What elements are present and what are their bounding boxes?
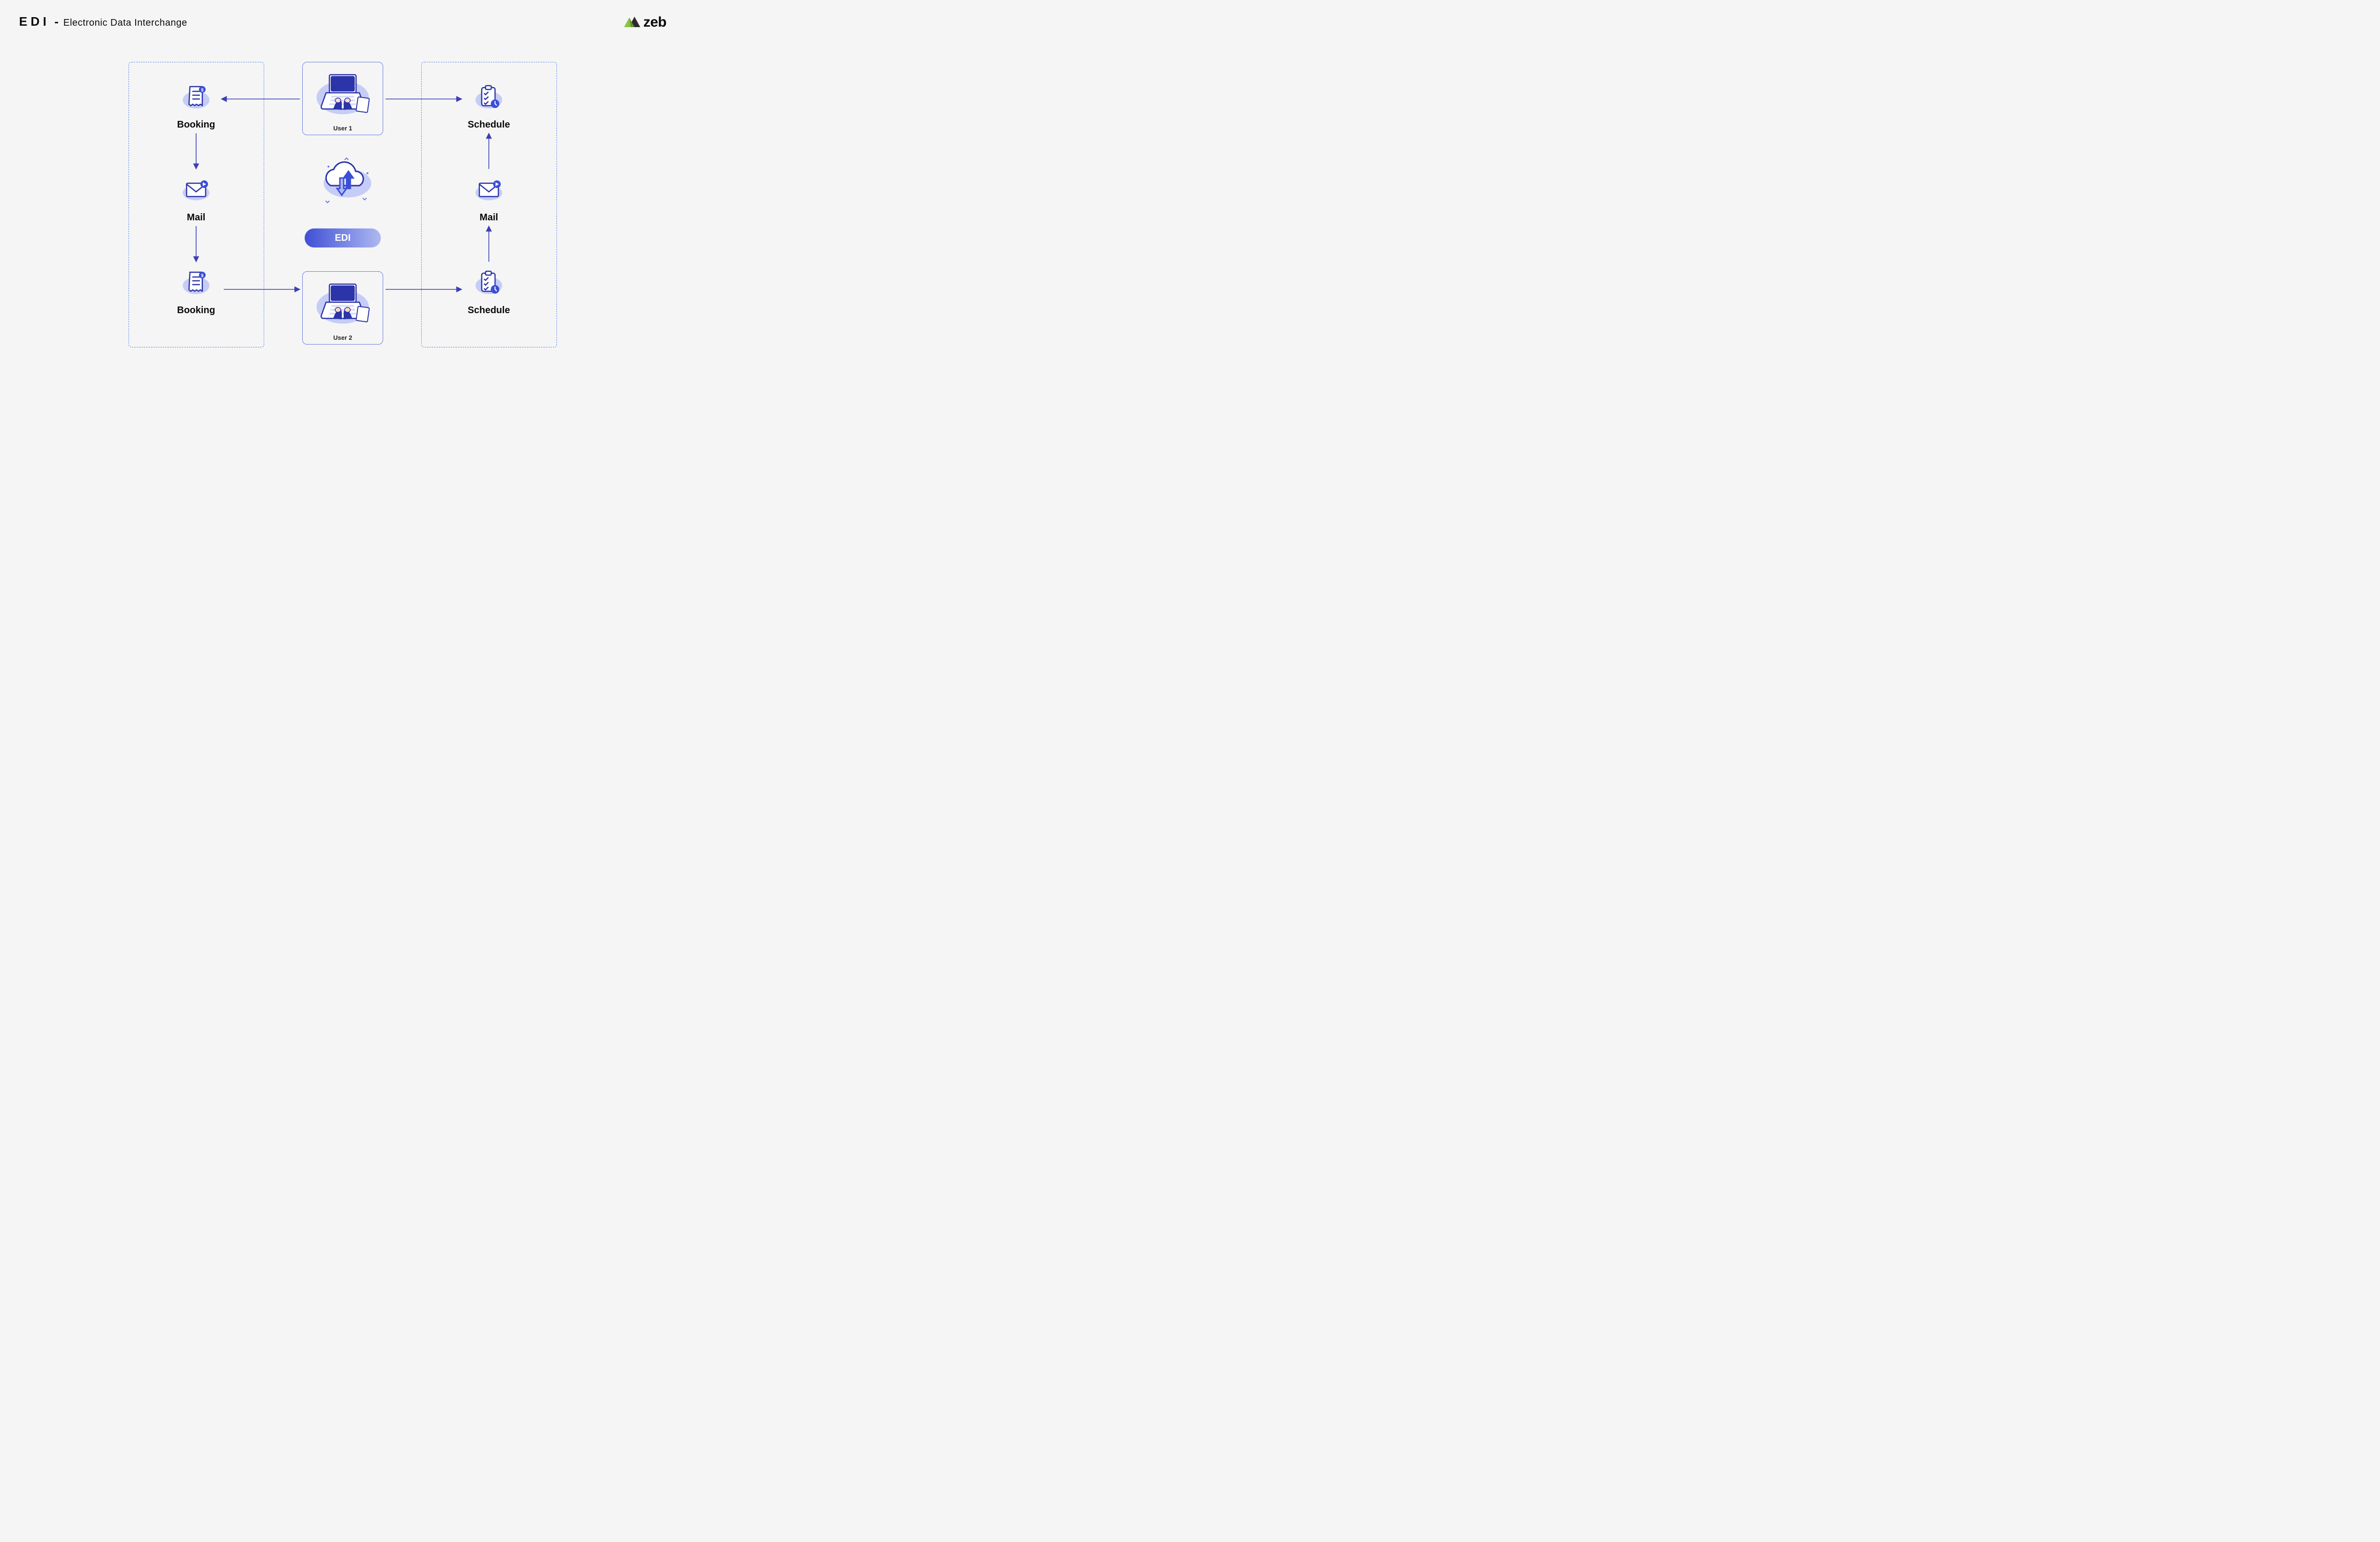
title-acronym: EDI xyxy=(19,14,50,29)
user-card-top: User 1 xyxy=(302,62,383,135)
mail-icon xyxy=(179,174,213,207)
node-label: Booking xyxy=(168,305,225,316)
title-separator: - xyxy=(54,14,59,29)
node-booking-top: $ Booking xyxy=(168,81,225,130)
receipt-icon: $ xyxy=(179,81,213,114)
node-schedule-bottom: Schedule xyxy=(460,267,517,316)
brand-name: zeb xyxy=(643,14,666,30)
node-label: Mail xyxy=(168,212,225,223)
laptop-user-icon xyxy=(309,68,376,120)
header: EDI - Electronic Data Interchange zeb xyxy=(19,14,666,30)
node-label: Booking xyxy=(168,119,225,130)
user-caption: User 1 xyxy=(307,125,378,132)
page-title: EDI - Electronic Data Interchange xyxy=(19,14,187,29)
user-card-bottom: User 2 xyxy=(302,271,383,345)
cloud-sync-icon xyxy=(314,157,376,209)
node-booking-bottom: $ Booking xyxy=(168,267,225,316)
schedule-icon xyxy=(472,81,506,114)
edi-pill-label: EDI xyxy=(335,233,350,244)
title-full: Electronic Data Interchange xyxy=(63,18,187,29)
node-label: Schedule xyxy=(460,305,517,316)
user-caption: User 2 xyxy=(307,334,378,341)
node-schedule-top: Schedule xyxy=(460,81,517,130)
node-mail-right: Mail xyxy=(460,174,517,223)
node-label: Mail xyxy=(460,212,517,223)
laptop-user-icon xyxy=(309,277,376,330)
svg-text:$: $ xyxy=(201,273,203,278)
edi-cloud xyxy=(314,157,371,212)
node-mail-left: Mail xyxy=(168,174,225,223)
svg-text:$: $ xyxy=(201,88,203,92)
node-label: Schedule xyxy=(460,119,517,130)
receipt-icon: $ xyxy=(179,267,213,300)
brand-triangle-icon xyxy=(624,16,640,29)
brand-logo: zeb xyxy=(624,14,666,30)
mail-icon xyxy=(472,174,506,207)
edi-pill: EDI xyxy=(305,228,381,247)
diagram-canvas: $ Booking Mail $ Booking xyxy=(129,62,557,357)
schedule-icon xyxy=(472,267,506,300)
